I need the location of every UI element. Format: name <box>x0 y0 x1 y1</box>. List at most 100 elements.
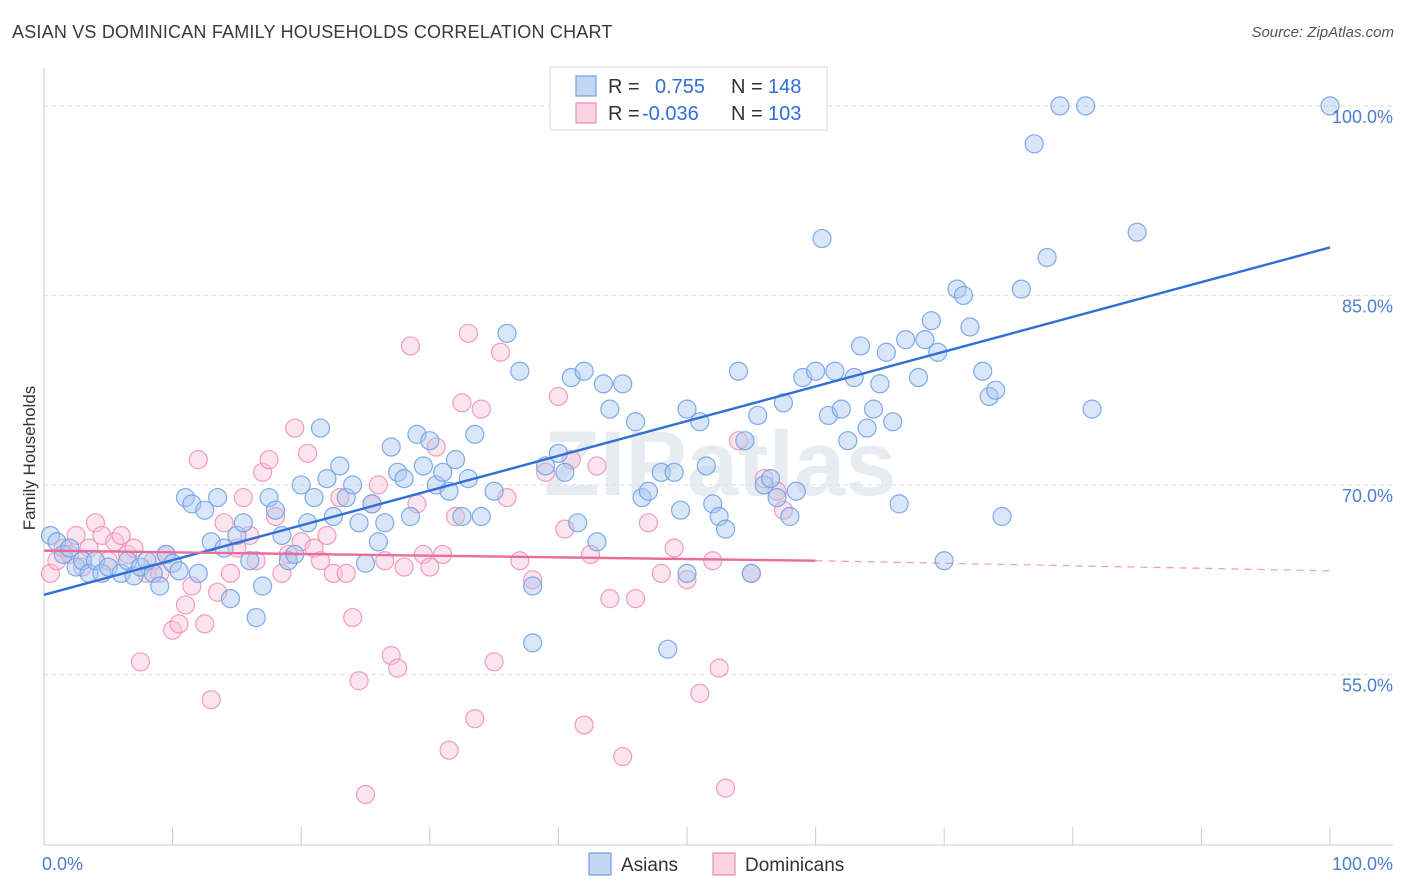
asian-point-31 <box>246 607 266 628</box>
dominican-point-48 <box>349 671 369 691</box>
dominican-point-67 <box>471 399 491 419</box>
dominican-point-62 <box>439 740 459 760</box>
asian-point-132 <box>986 380 1006 400</box>
asian-point-80 <box>600 399 620 419</box>
asian-point-3 <box>60 538 80 558</box>
asian-point-135 <box>1024 134 1044 154</box>
dominican-point-87 <box>690 683 710 703</box>
dominican-point-61 <box>433 544 453 565</box>
dominican-point-24 <box>195 614 215 634</box>
dominican-point-56 <box>400 336 421 356</box>
asian-point-94 <box>709 506 729 527</box>
asian-point-47 <box>349 513 369 533</box>
asian-point-55 <box>400 506 421 527</box>
asian-point-70 <box>523 576 543 596</box>
y-axis-label: Family Households <box>20 386 39 531</box>
asian-point-122 <box>908 367 929 388</box>
asian-point-112 <box>838 431 858 451</box>
dominican-trendline <box>43 549 816 562</box>
asian-point-136 <box>1037 247 1057 268</box>
dominican-point-53 <box>381 645 401 666</box>
legend-n-label-dominicans: N = <box>731 103 763 125</box>
asian-point-134 <box>1011 279 1031 299</box>
asian-point-45 <box>336 487 356 508</box>
asian-point-116 <box>863 399 884 419</box>
dominican-point-84 <box>651 563 671 583</box>
dominican-point-73 <box>535 462 556 482</box>
bottom-legend-label-dominicans: Dominicans <box>745 855 844 876</box>
y-tick-label-0: 55.0% <box>1342 675 1393 695</box>
y-tick-label-2: 85.0% <box>1342 296 1393 316</box>
asian-point-95 <box>715 519 736 539</box>
asian-point-46 <box>343 475 363 495</box>
asian-point-32 <box>253 576 273 596</box>
asian-point-121 <box>896 330 916 350</box>
asian-point-82 <box>625 412 646 432</box>
dominican-point-65 <box>458 323 478 343</box>
dominican-point-64 <box>452 393 472 413</box>
asian-point-34 <box>265 500 286 520</box>
dominican-point-0 <box>40 563 61 583</box>
asian-point-44 <box>330 456 350 476</box>
asian-point-117 <box>870 374 890 394</box>
asian-point-40 <box>304 487 324 508</box>
legend-r-label-dominicans: R = <box>608 103 640 125</box>
dominican-point-7 <box>85 513 106 533</box>
asian-point-62 <box>445 450 466 470</box>
bottom-legend: Asians Dominicans <box>588 852 844 876</box>
dominican-point-68 <box>484 652 504 672</box>
asian-point-103 <box>773 393 794 413</box>
y-tick-label-1: 70.0% <box>1342 486 1393 506</box>
dominican-point-32 <box>246 551 266 571</box>
dominican-point-45 <box>330 487 350 508</box>
x-tick-label-min: 0.0% <box>42 854 83 874</box>
dominican-point-22 <box>182 576 202 596</box>
y-tick-label-3: 100.0% <box>1332 107 1393 127</box>
dominican-point-27 <box>214 513 234 533</box>
dominican-point-42 <box>310 551 331 571</box>
dominican-point-33 <box>253 462 273 482</box>
dominican-point-23 <box>188 450 208 470</box>
dominican-point-74 <box>548 386 569 407</box>
asian-point-140 <box>1127 222 1147 242</box>
dominican-point-49 <box>355 784 376 805</box>
dominican-point-54 <box>388 658 408 678</box>
asian-point-128 <box>953 285 974 306</box>
asian-point-58 <box>420 431 440 451</box>
dominican-point-71 <box>510 551 530 571</box>
asian-point-99 <box>748 405 768 426</box>
legend-swatch-dominicans <box>575 102 597 124</box>
dominican-point-69 <box>490 342 511 362</box>
asian-point-66 <box>471 506 491 527</box>
dominican-point-82 <box>625 589 646 609</box>
dominican-point-66 <box>465 709 485 729</box>
asian-point-139 <box>1082 399 1102 419</box>
dominican-point-88 <box>703 551 723 571</box>
asian-point-67 <box>484 481 504 501</box>
asian-point-63 <box>452 506 472 527</box>
dominican-point-30 <box>233 487 253 508</box>
asian-point-138 <box>1076 96 1096 116</box>
asian-point-29 <box>233 513 253 533</box>
dominican-point-40 <box>298 443 318 463</box>
dominican-point-51 <box>368 475 388 495</box>
asian-point-68 <box>497 323 517 343</box>
dominican-point-55 <box>394 557 414 577</box>
dominican-point-43 <box>317 525 337 546</box>
y-tick-labels: 55.0% 70.0% 85.0% 100.0% <box>1332 107 1393 696</box>
legend-r-value-dominicans: -0.036 <box>642 103 699 125</box>
asian-point-133 <box>992 506 1012 527</box>
bottom-legend-label-asians: Asians <box>621 855 678 876</box>
asian-point-93 <box>703 494 723 514</box>
dominican-point-89 <box>709 658 729 678</box>
asian-point-84 <box>638 481 659 501</box>
dominican-trendline-extension <box>815 560 1331 572</box>
dominican-point-72 <box>523 570 543 590</box>
dominican-point-79 <box>587 456 607 476</box>
asian-point-57 <box>413 456 433 476</box>
legend: R = 0.755 N = 148 R = -0.036 N = 103 <box>549 66 828 131</box>
asian-point-79 <box>593 374 614 394</box>
dominican-point-4 <box>66 525 86 546</box>
dominican-point-91 <box>728 431 749 451</box>
asian-point-42 <box>317 469 337 489</box>
